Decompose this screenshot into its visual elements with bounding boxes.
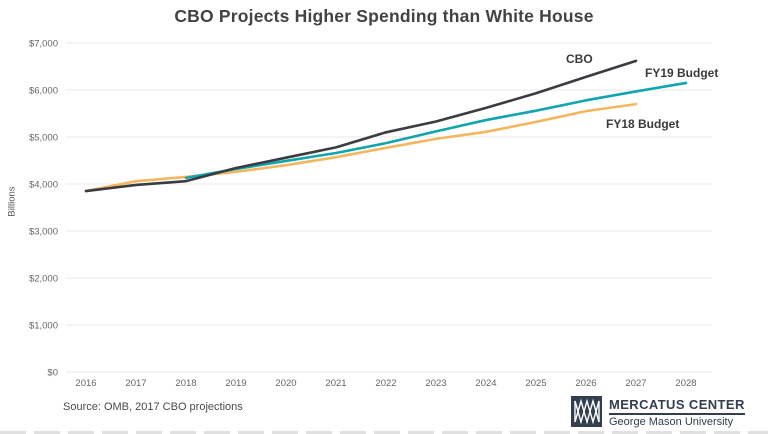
series-line-cbo <box>84 59 638 193</box>
mercatus-logo-text: MERCATUS CENTER George Mason University <box>609 396 745 428</box>
y-axis-title: Billions <box>6 186 18 217</box>
series-label-fy19-budget: FY19 Budget <box>645 66 719 80</box>
y-tick-label: $5,000 <box>29 133 58 144</box>
x-tick-label: 2027 <box>625 378 646 389</box>
x-tick-label: 2021 <box>325 378 346 389</box>
page-bottom-divider <box>0 431 768 434</box>
series-label-cbo: CBO <box>566 52 593 66</box>
x-tick-label: 2022 <box>375 378 396 389</box>
chart-title: CBO Projects Higher Spending than White … <box>174 6 594 26</box>
series-label-fy18-budget: FY18 Budget <box>606 117 680 131</box>
x-tick-label: 2019 <box>225 378 246 389</box>
source-note: Source: OMB, 2017 CBO projections <box>63 401 243 413</box>
mercatus-mm-icon <box>571 396 602 427</box>
y-tick-label: $3,000 <box>29 227 58 238</box>
x-tick-label: 2025 <box>525 378 546 389</box>
y-tick-label: $6,000 <box>29 86 58 97</box>
y-tick-label: $2,000 <box>29 274 58 285</box>
x-tick-label: 2017 <box>125 378 146 389</box>
mercatus-logo: MERCATUS CENTER George Mason University <box>571 396 745 428</box>
mercatus-logo-line1: MERCATUS CENTER <box>609 397 745 415</box>
series-line-fy18-budget <box>84 102 638 193</box>
x-tick-label: 2026 <box>575 378 596 389</box>
x-tick-label: 2020 <box>275 378 296 389</box>
x-tick-label: 2024 <box>475 378 496 389</box>
y-tick-label: $7,000 <box>29 39 58 50</box>
x-tick-label: 2018 <box>175 378 196 389</box>
x-tick-label: 2016 <box>75 378 96 389</box>
mercatus-logo-line2: George Mason University <box>609 416 734 428</box>
x-tick-label: 2023 <box>425 378 446 389</box>
y-tick-label: $0 <box>47 368 58 379</box>
y-tick-label: $4,000 <box>29 180 58 191</box>
series-line-fy19-budget <box>184 81 688 180</box>
y-tick-label: $1,000 <box>29 321 58 332</box>
x-tick-label: 2028 <box>675 378 696 389</box>
